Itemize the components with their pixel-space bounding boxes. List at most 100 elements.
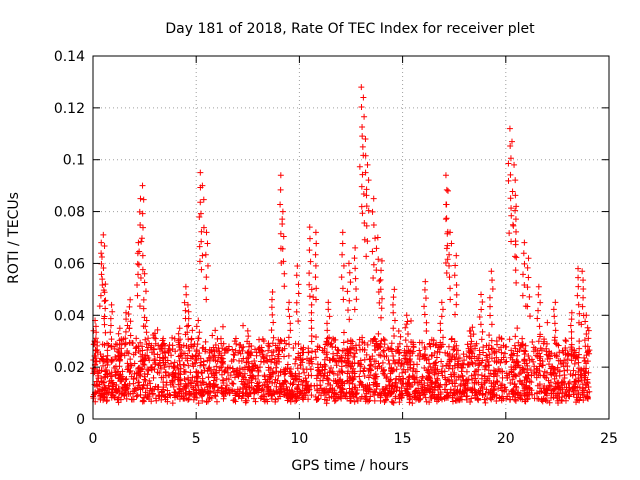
- roti-data-point: [537, 331, 544, 338]
- roti-background-point: [424, 375, 431, 382]
- roti-data-point: [574, 292, 581, 299]
- roti-background-point: [321, 361, 328, 368]
- roti-background-point: [135, 369, 142, 376]
- roti-background-point: [268, 349, 275, 356]
- roti-background-point: [247, 367, 254, 374]
- roti-data-point: [379, 295, 386, 302]
- roti-data-point: [185, 315, 192, 322]
- roti-data-point: [443, 186, 450, 193]
- roti-background-point: [137, 373, 144, 380]
- roti-background-point: [300, 365, 307, 372]
- roti-data-point: [486, 294, 493, 301]
- roti-background-point: [170, 383, 177, 390]
- roti-background-point: [104, 361, 111, 368]
- roti-background-point: [380, 336, 387, 343]
- roti-data-point: [98, 253, 105, 260]
- roti-data-point: [138, 235, 145, 242]
- roti-background-point: [294, 385, 301, 392]
- roti-background-point: [202, 346, 209, 353]
- roti-background-point: [139, 365, 146, 372]
- roti-background-point: [246, 383, 253, 390]
- roti-background-point: [225, 343, 232, 350]
- roti-data-point: [362, 169, 369, 176]
- roti-data-point: [280, 258, 287, 265]
- roti-data-point: [468, 359, 475, 366]
- roti-background-point: [559, 347, 566, 354]
- roti-background-point: [220, 395, 227, 402]
- roti-data-point: [97, 292, 104, 299]
- roti-background-point: [197, 362, 204, 369]
- roti-background-point: [397, 333, 404, 340]
- roti-data-point: [551, 313, 558, 320]
- roti-background-point: [545, 352, 552, 359]
- roti-background-point: [554, 379, 561, 386]
- roti-data-point: [422, 278, 429, 285]
- roti-background-point: [242, 399, 249, 406]
- roti-data-point: [584, 343, 591, 350]
- roti-background-point: [181, 395, 188, 402]
- roti-data-point: [443, 201, 450, 208]
- roti-background-point: [305, 372, 312, 379]
- roti-background-point: [501, 384, 508, 391]
- roti-data-point: [127, 332, 134, 339]
- roti-data-point: [185, 322, 192, 329]
- roti-data-point: [575, 283, 582, 290]
- roti-data-point: [107, 315, 114, 322]
- roti-background-point: [105, 382, 112, 389]
- roti-data-point: [202, 285, 209, 292]
- roti-background-point: [147, 380, 154, 387]
- roti-background-point: [212, 381, 219, 388]
- roti-data-point: [439, 341, 446, 348]
- roti-data-point: [370, 195, 377, 202]
- roti-background-point: [582, 384, 589, 391]
- roti-background-point: [520, 366, 527, 373]
- roti-data-point: [358, 104, 365, 111]
- roti-background-point: [308, 338, 315, 345]
- roti-background-point: [362, 385, 369, 392]
- roti-data-point: [346, 316, 353, 323]
- roti-background-point: [392, 380, 399, 387]
- roti-background-point: [410, 343, 417, 350]
- roti-data-point: [293, 299, 300, 306]
- roti-background-point: [399, 369, 406, 376]
- roti-data-point: [378, 305, 385, 312]
- roti-background-point: [569, 386, 576, 393]
- roti-background-point: [498, 344, 505, 351]
- roti-background-point: [131, 387, 138, 394]
- roti-background-point: [531, 363, 538, 370]
- roti-data-point: [325, 306, 332, 313]
- roti-background-point: [314, 387, 321, 394]
- roti-data-point: [218, 340, 225, 347]
- roti-background-point: [581, 387, 588, 394]
- roti-background-point: [232, 398, 239, 405]
- roti-background-point: [372, 389, 379, 396]
- roti-data-point: [421, 303, 428, 310]
- roti-background-point: [361, 365, 368, 372]
- roti-data-point: [200, 196, 207, 203]
- roti-background-point: [109, 357, 116, 364]
- roti-data-point: [466, 354, 473, 361]
- roti-data-point: [308, 286, 315, 293]
- roti-data-point: [138, 238, 145, 245]
- roti-background-point: [205, 374, 212, 381]
- roti-data-point: [489, 277, 496, 284]
- roti-data-point: [219, 345, 226, 352]
- roti-background-point: [396, 340, 403, 347]
- roti-data-point: [351, 306, 358, 313]
- roti-background-point: [169, 379, 176, 386]
- roti-data-point: [521, 260, 528, 267]
- roti-background-point: [371, 375, 378, 382]
- roti-background-point: [330, 335, 337, 342]
- roti-background-point: [548, 371, 555, 378]
- roti-background-point: [275, 395, 282, 402]
- roti-background-point: [193, 394, 200, 401]
- roti-background-point: [159, 388, 166, 395]
- roti-data-point: [352, 275, 359, 282]
- roti-data-point: [100, 231, 107, 238]
- roti-background-point: [317, 377, 324, 384]
- roti-background-point: [180, 368, 187, 375]
- roti-background-point: [486, 332, 493, 339]
- roti-background-point: [380, 348, 387, 355]
- roti-background-point: [182, 389, 189, 396]
